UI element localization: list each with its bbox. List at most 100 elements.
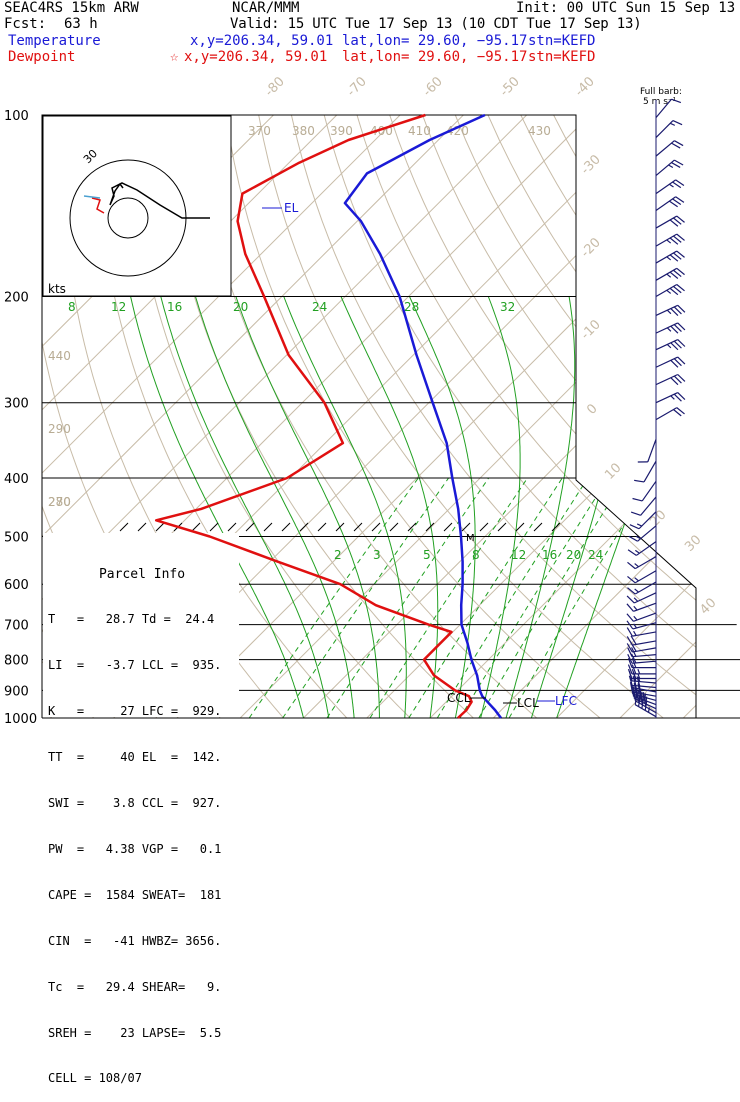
pressure-tick-label: 100 bbox=[4, 109, 29, 124]
wind-barb-half-feather bbox=[669, 184, 673, 187]
isotherm-line bbox=[430, 115, 740, 718]
mixing-ratio-line bbox=[370, 478, 528, 718]
hatch-mark bbox=[264, 523, 272, 531]
wind-barb-half-feather bbox=[667, 240, 671, 243]
theta-label: 390 bbox=[330, 124, 353, 138]
wind-barb bbox=[633, 481, 656, 501]
mixing-ratio-line bbox=[409, 478, 563, 718]
wind-barb bbox=[627, 636, 656, 645]
wind-barb bbox=[627, 571, 656, 583]
wind-barb bbox=[656, 180, 684, 194]
isotherm-label: -80 bbox=[262, 74, 288, 100]
hatch-mark bbox=[228, 523, 236, 531]
mixing-ratio-label: 8 bbox=[472, 548, 480, 562]
mixing-ratio-label: 5 bbox=[423, 548, 431, 562]
mixing-ratio-label: 2 bbox=[334, 548, 342, 562]
dry-adiabat-line bbox=[554, 115, 740, 731]
moist-adiabat-line bbox=[531, 297, 640, 719]
wind-barb bbox=[656, 357, 685, 367]
hatch-mark bbox=[444, 523, 452, 531]
parcel-info-row: PW = 4.38 VGP = 0.1 bbox=[48, 842, 236, 857]
wind-barb bbox=[638, 439, 656, 462]
dry-adiabat-line bbox=[390, 115, 740, 731]
parcel-info-row: TT = 40 EL = 142. bbox=[48, 750, 236, 765]
pressure-tick-label: 300 bbox=[4, 397, 29, 412]
isotherm-label: 0 bbox=[584, 401, 600, 417]
wind-barb bbox=[656, 121, 682, 138]
barb-legend-line1: Full barb: bbox=[640, 87, 682, 97]
wind-barb-half-feather bbox=[671, 396, 675, 399]
wind-barb-feather bbox=[627, 604, 634, 612]
parcel-info-row: SWI = 3.8 CCL = 927. bbox=[48, 796, 236, 811]
wind-barb bbox=[627, 628, 656, 637]
wind-barb-half-feather bbox=[635, 578, 639, 581]
hatch-mark bbox=[552, 523, 560, 531]
dry-adiabat-line bbox=[619, 115, 740, 731]
wind-barb-feather bbox=[628, 550, 636, 556]
wind-barb-feather bbox=[627, 562, 635, 568]
wind-barb-feather bbox=[633, 498, 643, 500]
wind-barb bbox=[656, 340, 685, 350]
wind-barb-feather bbox=[671, 143, 680, 148]
parcel-info-row: T = 28.7 Td = 24.4 bbox=[48, 612, 236, 627]
el-label: EL bbox=[284, 201, 299, 215]
lfc-label: LFC bbox=[555, 694, 577, 708]
pressure-tick-label: 500 bbox=[4, 530, 29, 545]
dry-adiabat-line bbox=[357, 115, 740, 731]
wind-barb-half-feather bbox=[638, 669, 640, 674]
dry-adiabat-line bbox=[0, 115, 38, 731]
wind-barb-half-feather bbox=[669, 165, 673, 167]
isotherm-line bbox=[240, 115, 740, 718]
isotherm-label: -10 bbox=[578, 317, 604, 343]
hatch-mark bbox=[516, 523, 524, 531]
wind-barb-feather bbox=[671, 163, 680, 168]
lcl-label: LCL bbox=[517, 696, 539, 710]
wind-barb bbox=[656, 160, 683, 175]
wind-barb-half-feather bbox=[637, 524, 642, 526]
mixing-ratio-label: 8 bbox=[68, 300, 76, 314]
wind-barb-half-feather bbox=[667, 328, 671, 331]
wind-barb-feather bbox=[627, 588, 635, 594]
theta-label: 430 bbox=[528, 124, 551, 138]
dry-adiabat-line bbox=[291, 115, 740, 731]
wind-barb bbox=[627, 613, 656, 621]
wind-barb bbox=[656, 393, 685, 403]
mixing-ratio-line bbox=[327, 478, 489, 718]
wind-barb-feather bbox=[674, 160, 683, 165]
wind-barb-feather bbox=[629, 536, 638, 541]
hodograph-units-label: kts bbox=[48, 282, 66, 296]
mixing-ratio-label: 28 bbox=[404, 300, 419, 314]
wind-barb-feather bbox=[634, 480, 644, 482]
isotherm-label: 10 bbox=[602, 461, 624, 483]
pressure-tick-label: 800 bbox=[4, 654, 29, 669]
theta-label: 410 bbox=[408, 124, 431, 138]
wind-barb-half-feather bbox=[667, 257, 671, 260]
wind-barb-feather bbox=[674, 141, 683, 146]
hatch-mark bbox=[390, 523, 398, 531]
wind-barb-half-feather bbox=[635, 564, 639, 567]
dry-adiabat-line bbox=[259, 115, 680, 731]
hatch-mark bbox=[318, 523, 326, 531]
parcel-info-row: SREH = 23 LAPSE= 5.5 bbox=[48, 1026, 236, 1041]
isotherm-label: -20 bbox=[578, 235, 604, 261]
pressure-tick-label: 400 bbox=[4, 472, 29, 487]
wind-barb-feather bbox=[627, 614, 634, 622]
wind-barb bbox=[656, 323, 685, 333]
dry-adiabat-line bbox=[586, 115, 740, 731]
isotherm-label: -40 bbox=[572, 74, 598, 100]
isotherm-line bbox=[367, 115, 740, 718]
wind-barb-feather bbox=[630, 525, 639, 529]
hatch-mark bbox=[138, 523, 146, 531]
wind-barb-half-feather bbox=[634, 631, 637, 635]
pressure-tick-label: 1000 bbox=[4, 712, 37, 727]
hatch-mark bbox=[498, 523, 506, 531]
mixing-ratio-label: 12 bbox=[111, 300, 126, 314]
wind-barb-feather bbox=[627, 628, 632, 637]
hatch-mark bbox=[462, 523, 470, 531]
hatch-mark bbox=[156, 523, 164, 531]
parcel-info-row: CELL = 108/07 bbox=[48, 1071, 236, 1086]
barb-legend-line2: 5 m s⁻¹ bbox=[643, 97, 677, 107]
wind-barb-half-feather bbox=[667, 310, 671, 313]
wind-barb-half-feather bbox=[667, 344, 671, 347]
isotherm-label: 40 bbox=[697, 596, 719, 618]
